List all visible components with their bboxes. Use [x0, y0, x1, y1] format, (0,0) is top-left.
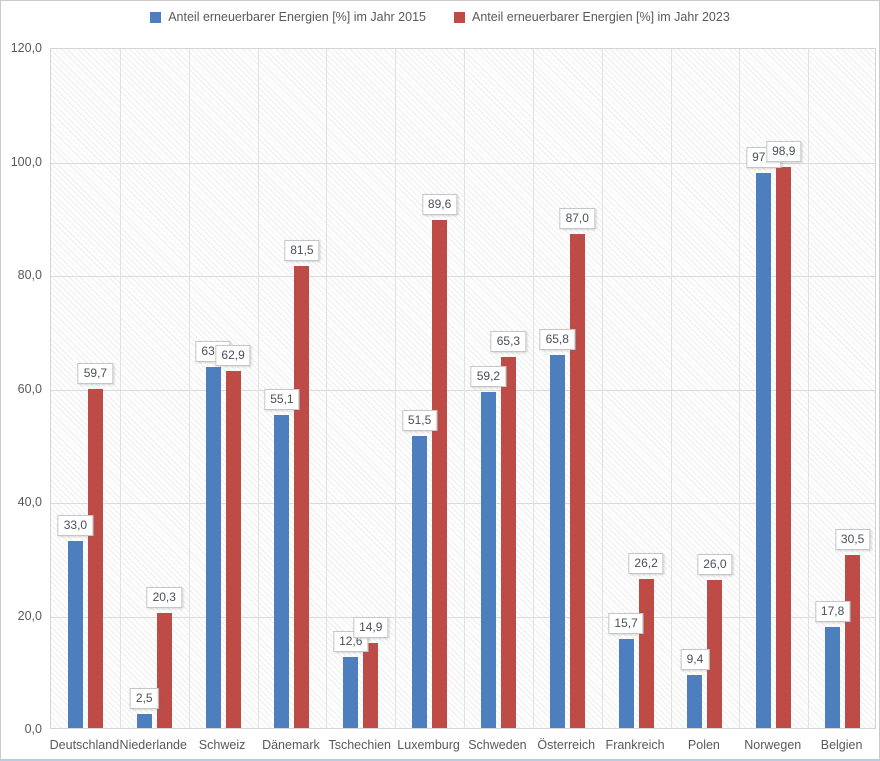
value-label-2023-Luxemburg: 89,6 [421, 193, 458, 215]
x-label-Polen: Polen [687, 738, 720, 752]
value-label-2015-Belgien: 17,8 [814, 601, 851, 622]
gridline-v-2 [188, 49, 190, 728]
x-label-Frankreich: Frankreich [605, 738, 665, 752]
legend-swatch-2023-icon [454, 11, 465, 23]
x-label-Belgien: Belgien [820, 738, 863, 752]
value-label-2023-Deutschland: 59,7 [77, 363, 114, 385]
bar-2015-Norwegen [756, 173, 772, 728]
plot-area: 33,0 2,5 63,6 55,1 12,6 51,5 59,2 65,8 15,7 9,4 97… [50, 48, 876, 729]
value-label-2023-Polen: 26,0 [697, 554, 733, 576]
value-label-2015-Polen: 9,4 [680, 648, 710, 670]
y-tick-100: 100,0 [10, 154, 42, 169]
gridline-v-10 [739, 49, 741, 728]
bar-2015-Luxemburg [412, 435, 428, 728]
gridline-h-80 [51, 276, 875, 277]
x-label-Norwegen: Norwegen [744, 738, 802, 752]
bar-2023-Schweiz [225, 371, 241, 728]
bar-2023-Tschechien [363, 643, 379, 728]
value-label-2015-Niederlande: 2,5 [129, 687, 159, 709]
bar-2015-Schweiz [205, 367, 221, 728]
x-label-Schweiz: Schweiz [198, 738, 246, 752]
bar-2015-Belgien [825, 627, 841, 728]
bar-2023-Dänemark [294, 265, 310, 728]
gridline-v-1 [119, 49, 121, 728]
gridline-v-8 [601, 49, 603, 728]
gridline-v-7 [532, 49, 534, 728]
legend-item-2023: Anteil erneuerbarer Energien [%] im Jahr… [454, 10, 730, 24]
bar-2015-Frankreich [618, 638, 634, 728]
y-tick-20: 20,0 [17, 608, 42, 623]
bar-2015-Tschechien [343, 656, 359, 728]
bar-2015-Polen [687, 674, 703, 728]
value-label-2023-Schweden: 65,3 [490, 331, 527, 353]
x-label-Schweden: Schweden [468, 738, 527, 752]
gridline-v-5 [395, 49, 397, 728]
x-label-Österreich: Österreich [537, 738, 596, 752]
bar-2023-Polen [707, 580, 723, 728]
x-label-Niederlande: Niederlande [119, 738, 187, 752]
bar-2015-Niederlande [136, 713, 152, 728]
bar-2023-Niederlande [156, 612, 172, 728]
value-label-2023-Tschechien: 14,9 [353, 617, 389, 639]
gridline-h-100 [51, 162, 875, 164]
bar-2015-Österreich [549, 354, 565, 728]
bar-2015-Dänemark [274, 415, 290, 728]
gridline-v-9 [670, 49, 672, 728]
value-label-2023-Norwegen: 98,9 [766, 140, 802, 162]
value-label-2015-Österreich: 65,8 [539, 328, 575, 350]
value-label-2023-Belgien: 30,5 [834, 528, 871, 550]
chart-legend: Anteil erneuerbarer Energien [%] im Jahr… [1, 9, 879, 25]
x-label-Deutschland: Deutschland [49, 738, 120, 752]
legend-swatch-2015-icon [150, 11, 162, 23]
value-label-2023-Frankreich: 26,2 [628, 553, 664, 575]
value-label-2015-Dänemark: 55,1 [264, 389, 300, 411]
bar-2023-Schweden [500, 357, 516, 728]
value-label-2015-Frankreich: 15,7 [608, 612, 644, 634]
bar-2023-Deutschland [87, 389, 103, 728]
value-label-2015-Schweden: 59,2 [470, 366, 507, 388]
value-label-2023-Österreich: 87,0 [559, 208, 595, 230]
bar-2023-Frankreich [638, 579, 654, 728]
gridline-h-60 [51, 389, 875, 391]
legend-label-2023: Anteil erneuerbarer Energien [%] im Jahr… [472, 10, 730, 24]
gridline-h-40 [51, 503, 875, 504]
value-label-2023-Schweiz: 62,9 [215, 345, 251, 367]
bar-2023-Österreich [569, 234, 585, 728]
gridline-v-11 [808, 49, 810, 728]
bar-2023-Belgien [845, 554, 861, 728]
gridline-v-3 [257, 49, 259, 728]
y-tick-120: 120,0 [10, 41, 42, 55]
y-tick-40: 40,0 [17, 495, 42, 509]
gridline-v-4 [326, 49, 328, 728]
x-label-Dänemark: Dänemark [262, 738, 320, 752]
gridline-h-20 [51, 616, 875, 618]
bar-2023-Norwegen [776, 166, 792, 728]
value-label-2015-Deutschland: 33,0 [57, 514, 94, 536]
value-label-2015-Luxemburg: 51,5 [401, 409, 438, 431]
y-tick-60: 60,0 [17, 381, 42, 396]
y-tick-80: 80,0 [17, 268, 42, 282]
value-label-2023-Niederlande: 20,3 [146, 586, 182, 608]
legend-label-2015: Anteil erneuerbarer Energien [%] im Jahr… [168, 10, 426, 24]
value-label-2023-Dänemark: 81,5 [284, 239, 320, 261]
bar-2015-Schweden [480, 392, 496, 728]
x-label-Tschechien: Tschechien [328, 738, 392, 752]
x-label-Luxemburg: Luxemburg [397, 738, 460, 752]
gridline-v-6 [464, 49, 465, 728]
legend-item-2015: Anteil erneuerbarer Energien [%] im Jahr… [150, 10, 426, 24]
bar-2023-Luxemburg [432, 219, 448, 728]
y-tick-0: 0,0 [24, 722, 42, 736]
bar-2015-Deutschland [67, 540, 83, 728]
